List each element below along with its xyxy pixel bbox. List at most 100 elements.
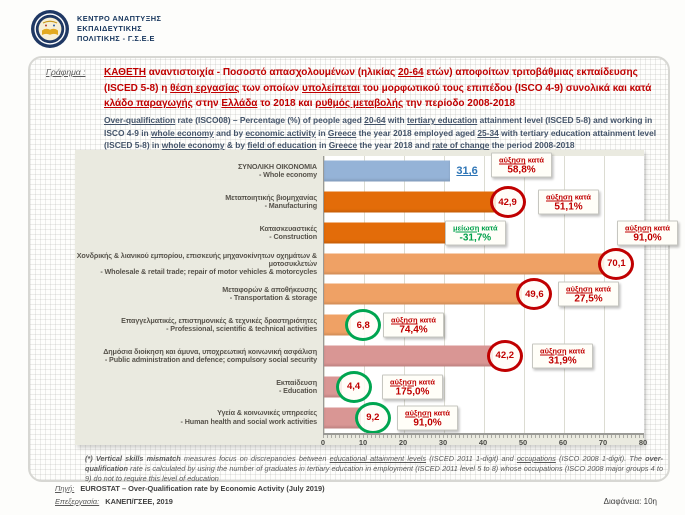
change-note-direction: αύξηση κατά: [390, 377, 435, 386]
text-segment: attainment level (ISCED 5-8) and working…: [104, 115, 653, 138]
text-segment: the period 2008-2018: [489, 140, 575, 151]
text-segment: educational attainment levels: [329, 454, 427, 463]
change-note: αύξηση κατά 74,4%: [383, 312, 444, 338]
x-tick-label: 80: [638, 438, 648, 447]
text-segment: Over-qualification: [104, 115, 176, 125]
text-segment: του: [359, 82, 382, 94]
x-axis-minor-ticks: [323, 435, 644, 438]
change-note: μείωση κατά -31,7%: [445, 220, 506, 246]
category-label-greek: Κατασκευαστικές: [259, 223, 318, 233]
kanep-gsee-logo-icon: [31, 10, 69, 48]
category-label-english: - Human health and social work activitie…: [180, 416, 318, 426]
text-segment: των οποίων: [239, 82, 303, 94]
text-segment: tertiary education: [406, 115, 478, 125]
change-kata-word: κατά: [566, 346, 585, 356]
category-label-greek: Χονδρικής & λιανικού εμπορίου, επισκευής…: [76, 250, 317, 268]
category-label: Επαγγελματικές, επιστημονικές & τεχνικές…: [75, 317, 323, 333]
text-segment: μορφωτικού τους επιπέδου: [381, 82, 512, 94]
change-note: αύξηση κατά 91,0%: [397, 405, 458, 430]
change-kata-word: κατά: [416, 377, 435, 387]
chart-row: Κατασκευαστικές- Construction 32,3μείωση …: [75, 218, 643, 249]
row-plot-area: 9,2 αύξηση κατά 91,0%: [323, 401, 643, 434]
category-label-english: - Transportation & storage: [229, 293, 317, 303]
chart-row: Μεταποιητικής βιομηχανίας - Manufacturing…: [75, 186, 643, 219]
x-tick-label: 0: [320, 438, 326, 447]
text-segment: στην: [192, 98, 222, 109]
change-direction-word: αύξηση: [546, 192, 573, 202]
change-note-direction: μείωση κατά: [453, 223, 498, 232]
bar-value-circle-red: 42,9: [489, 186, 526, 219]
text-segment: το: [257, 98, 274, 109]
text-segment: rate is calculated by using the number o…: [85, 464, 663, 484]
category-label: Υγεία & κοινωνικές υπηρεσίες - Human heal…: [75, 409, 323, 425]
text-segment: the year 2018 employed aged: [356, 127, 478, 138]
text-segment: Ελλάδα: [221, 98, 258, 109]
text-segment: rate (ISCO08) – Percentage (%) of people…: [175, 115, 365, 125]
text-segment: in: [316, 140, 329, 151]
title-block: Γράφημα : ΚΑΘΕΤΗ αναντιστοιχία - Ποσοστό…: [46, 65, 658, 112]
change-note-direction: αύξηση κατά: [566, 285, 611, 294]
bar: [324, 407, 361, 428]
slide-number-value: 10η: [643, 497, 657, 506]
source-value: EUROSTAT – Over-Qualification rate by Ec…: [80, 484, 325, 493]
row-plot-area: 32,3μείωση κατά-31,7%: [323, 218, 643, 249]
bar: [324, 222, 454, 244]
bar-value-circle-red: 42,2: [486, 339, 523, 372]
text-segment: with tertiary education attainment level…: [104, 127, 657, 151]
text-segment: ρυθμός μεταβολής: [315, 98, 404, 109]
figure-label: Γράφημα :: [46, 67, 86, 77]
text-segment: - Ποσοστό: [214, 67, 270, 78]
sources-block: Πηγή: EUROSTAT – Over-Qualification rate…: [55, 484, 325, 510]
text-segment: την περίοδο: [403, 98, 468, 109]
x-tick-label: 30: [438, 438, 448, 447]
category-label-greek: Μεταποιητικής βιομηχανίας: [225, 193, 317, 203]
chart-row: ΣΥΝΟΛΙΚΗ ΟΙΚΟΝΟΜΙΑ - Whole economy 31,6 αύξ…: [75, 152, 643, 187]
chart-row: Δημόσια διοίκηση και άμυνα, υποχρεωτική …: [75, 339, 643, 372]
change-kata-word: κατά: [651, 223, 670, 233]
change-percent: -31,7%: [459, 232, 492, 244]
source-line: Πηγή: EUROSTAT – Over-Qualification rate…: [55, 484, 325, 493]
text-segment: 20-64: [398, 67, 424, 78]
change-percent: 91,0%: [413, 417, 442, 428]
category-label-english: - Construction: [269, 231, 317, 241]
category-label: Χονδρικής & λιανικού εμπορίου, επισκευής…: [75, 250, 323, 276]
text-segment: (*): [85, 454, 96, 463]
source-label: Πηγή:: [55, 484, 75, 493]
change-percent: 175,0%: [395, 386, 430, 398]
row-plot-area: 31,6 αύξηση κατά 58,8%: [323, 152, 643, 187]
row-plot-area: 70,1 αύξηση κατά 91,0%: [323, 220, 678, 280]
text-segment: field of education: [247, 140, 317, 151]
processing-line: Επεξεργασία: ΚΑΝΕΠ/ΓΣΕΕ, 2019: [55, 497, 325, 506]
change-kata-word: κατά: [479, 223, 498, 233]
text-segment: 20-64: [364, 115, 386, 125]
bar-value-circle-red: 70,1: [598, 247, 635, 280]
change-direction-word: αύξηση: [625, 223, 652, 233]
slide-number: Διαφάνεια: 10η: [604, 497, 657, 506]
bar-value-label: 31,6: [456, 165, 478, 178]
processing-value: ΚΑΝΕΠ/ΓΣΕΕ, 2019: [105, 497, 173, 506]
category-label: Δημόσια διοίκηση και άμυνα, υποχρεωτική …: [75, 347, 323, 364]
chart-row: Εκπαίδευση - Education 4,4 αύξηση κατά 175,0…: [75, 370, 643, 403]
change-percent: 27,5%: [574, 293, 603, 305]
logo-org-name: ΚΕΝΤΡΟ ΑΝΑΠΤΥΞΗΣ ΕΚΠΑΙΔΕΥΤΙΚΗΣ ΠΟΛΙΤΙΚΗΣ…: [77, 14, 161, 44]
category-label-english: - Public administration and defence; com…: [104, 354, 317, 364]
row-plot-area: 4,4 αύξηση κατά 175,0%: [323, 370, 643, 403]
category-label-greek: Επαγγελματικές, επιστημονικές & τεχνικές…: [121, 316, 317, 326]
chart-panel: ΣΥΝΟΛΙΚΗ ΟΙΚΟΝΟΜΙΑ - Whole economy 31,6 αύξ…: [75, 150, 678, 447]
chart-row: Υγεία & κοινωνικές υπηρεσίες - Human heal…: [75, 401, 643, 434]
bar: [324, 253, 605, 275]
row-plot-area: 42,2 αύξηση κατά 31,9%: [323, 339, 643, 372]
text-segment: (ISCO 2008 1-digit). The: [555, 454, 646, 463]
slide-body-panel: Γράφημα : ΚΑΘΕΤΗ αναντιστοιχία - Ποσοστό…: [28, 56, 678, 484]
bar: [324, 191, 496, 213]
text-segment: over-qualification: [85, 454, 664, 474]
change-percent: 74,4%: [399, 324, 428, 336]
category-label-greek: Εκπαίδευση: [276, 377, 317, 387]
bar-value-circle-red: 49,6: [516, 278, 553, 311]
x-tick-label: 60: [558, 438, 568, 447]
text-segment: economic activity: [245, 127, 316, 138]
text-segment: Greece: [327, 127, 357, 138]
text-segment: the year 2018 and: [357, 140, 433, 151]
category-label-english: - Professional, scientific & technical a…: [166, 324, 317, 334]
text-segment: and by: [213, 127, 246, 138]
